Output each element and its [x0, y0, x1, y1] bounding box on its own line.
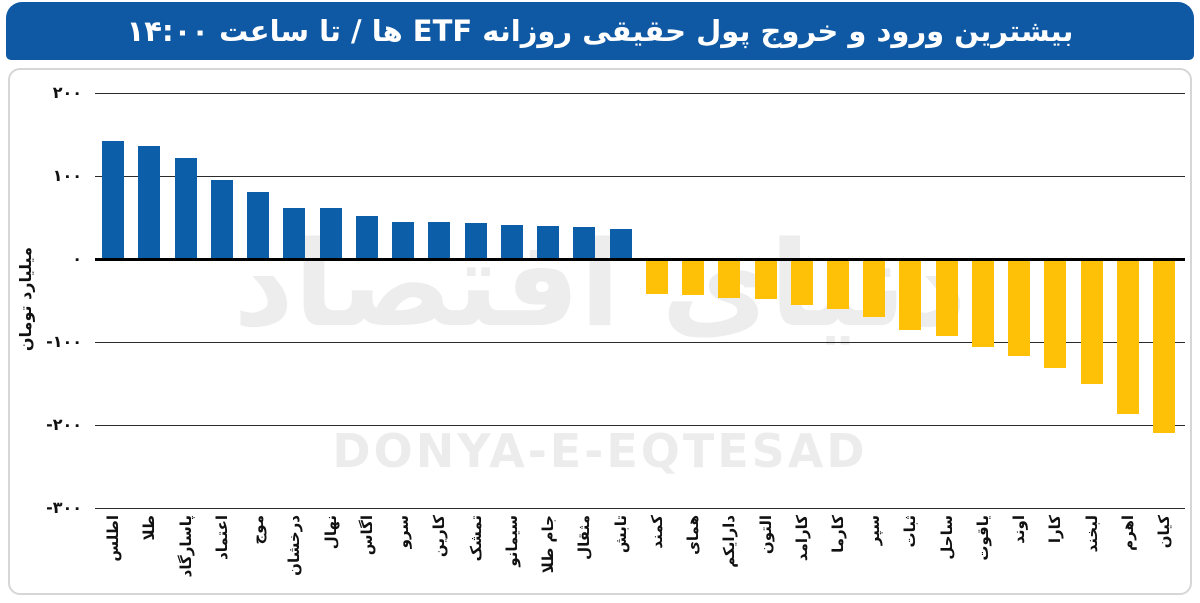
bar-1-طلا	[138, 145, 161, 259]
y-tick-200: ۲۰۰	[52, 82, 82, 102]
x-label-16-همای: همای	[684, 515, 703, 555]
bar-20-کارما	[827, 260, 849, 310]
y-tick--100: -۱۰۰	[46, 332, 82, 352]
chart-panel	[8, 68, 1192, 595]
x-label-13-مثقال: مثقال	[575, 515, 594, 560]
x-label-6-نهال: نهال	[321, 515, 340, 550]
bar-14-تابش	[609, 229, 632, 259]
gridline-100	[95, 175, 1185, 177]
bar-27-لبخند	[1080, 260, 1103, 384]
bar-11-سیمانو	[500, 224, 523, 259]
bar-12-جام طلا	[537, 225, 560, 259]
y-tick--300: -۳۰۰	[46, 498, 82, 518]
x-label-15-کمند: کمند	[647, 515, 666, 549]
gridline--300	[95, 508, 1185, 510]
x-label-7-اگاس: اگاس	[357, 515, 376, 556]
x-label-5-درخشان: درخشان	[285, 515, 304, 576]
bar-19-کارامد	[790, 260, 813, 305]
bar-24-یاقوت	[971, 260, 994, 348]
chart-header: بیشترین ورود و خروج پول حقیقی روزانه ETF…	[6, 2, 1194, 60]
bar-4-موج	[247, 191, 270, 259]
x-label-20-کارما: کارما	[829, 515, 847, 553]
x-label-23-ساحل: ساحل	[937, 515, 956, 560]
bar-10-تمشک	[464, 223, 487, 259]
bar-2-پاسارگاد	[174, 158, 197, 259]
bar-17-دارایکم	[718, 260, 741, 299]
bar-13-مثقال	[573, 226, 596, 259]
x-label-18-التون: التون	[756, 515, 775, 555]
x-label-12-جام طلا: جام طلا	[539, 515, 558, 574]
x-label-17-دارایکم: دارایکم	[720, 515, 739, 568]
gridline--200	[95, 425, 1185, 427]
bar-23-ساحل	[935, 260, 958, 337]
bar-21-سپر	[863, 260, 886, 317]
x-label-28-اهرم: اهرم	[1118, 515, 1137, 551]
bar-9-کارین	[428, 222, 451, 259]
zero-axis-line	[95, 258, 1185, 261]
watermark-latin-text: DONYA-E-EQTESAD	[332, 424, 868, 478]
x-label-27-لبخند: لبخند	[1082, 515, 1101, 553]
bar-28-اهرم	[1116, 260, 1139, 414]
x-label-0-اطلس: اطلس	[104, 515, 123, 562]
x-label-26-کارا: کارا	[1046, 515, 1065, 544]
x-label-8-سرو: سرو	[394, 515, 413, 549]
x-label-2-پاسارگاد: پاسارگاد	[176, 515, 195, 578]
bar-25-اوند	[1008, 260, 1031, 356]
bar-8-سرو	[392, 221, 415, 259]
x-label-22-ثبات: ثبات	[901, 515, 920, 548]
plot-area	[95, 75, 1185, 517]
gridline-200	[95, 92, 1185, 94]
x-label-14-تابش: تابش	[611, 515, 630, 554]
bar-29-کیان	[1153, 260, 1176, 433]
bar-18-التون	[754, 260, 777, 300]
x-label-25-اوند: اوند	[1010, 515, 1029, 544]
bar-3-اعتماد	[210, 180, 233, 259]
chart-title: بیشترین ورود و خروج پول حقیقی روزانه ETF…	[126, 14, 1074, 48]
x-label-1-طلا: طلا	[140, 515, 159, 541]
x-label-4-موج: موج	[249, 515, 268, 545]
y-tick-0: ۰	[72, 249, 82, 268]
x-label-3-اعتماد: اعتماد	[212, 515, 231, 560]
bar-26-کارا	[1044, 260, 1067, 369]
y-tick-100: ۱۰۰	[52, 165, 82, 185]
x-label-24-یاقوت: یاقوت	[973, 515, 992, 561]
bar-5-درخشان	[283, 208, 306, 259]
x-label-11-سیمانو: سیمانو	[502, 515, 521, 567]
x-label-9-کارین: کارین	[430, 515, 449, 558]
bar-16-همای	[682, 260, 705, 295]
bar-15-کمند	[645, 260, 668, 295]
gridline--100	[95, 342, 1185, 344]
bar-0-اطلس	[102, 140, 125, 259]
bar-6-نهال	[319, 208, 342, 259]
x-label-29-کیان: کیان	[1155, 515, 1174, 549]
x-label-19-کارامد: کارامد	[792, 515, 811, 562]
y-tick--200: -۲۰۰	[46, 415, 82, 435]
bar-7-اگاس	[355, 215, 378, 259]
x-label-10-تمشک: تمشک	[466, 515, 485, 562]
x-label-21-سپر: سپر	[865, 515, 884, 546]
bar-22-ثبات	[899, 260, 922, 330]
